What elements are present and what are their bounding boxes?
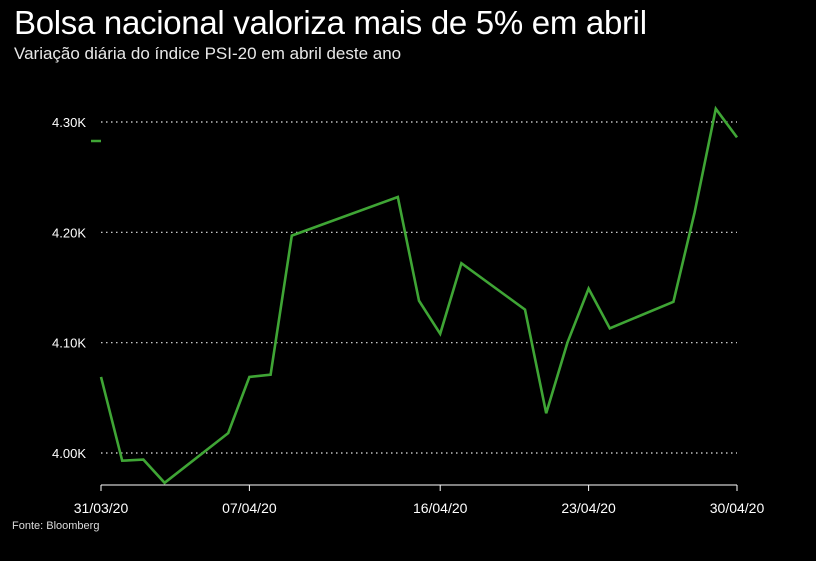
source-note: Fonte: Bloomberg (12, 520, 100, 532)
y-tick-label: 4.30K (52, 115, 86, 130)
series-line (99, 105, 739, 485)
x-tick-label: 30/04/20 (710, 500, 765, 516)
x-tick-label: 31/03/20 (74, 500, 129, 516)
y-tick-label: 4.00K (52, 446, 86, 461)
series-layer (99, 105, 739, 485)
gridlines (101, 121, 737, 454)
chart-title: Bolsa nacional valoriza mais de 5% em ab… (14, 4, 647, 41)
y-tick-label: 4.10K (52, 336, 86, 351)
y-tick-label: 4.20K (52, 225, 86, 240)
y-axis-ticks: 4.00K 4.10K 4.20K 4.30K (52, 115, 86, 461)
chart-subtitle: Variação diária do índice PSI-20 em abri… (14, 44, 402, 63)
x-tick-label: 16/04/20 (413, 500, 468, 516)
x-tick-label: 23/04/20 (561, 500, 616, 516)
x-axis: 31/03/20 07/04/20 16/04/20 23/04/20 30/04/20 (74, 484, 765, 516)
x-tick-label: 07/04/20 (222, 500, 277, 516)
